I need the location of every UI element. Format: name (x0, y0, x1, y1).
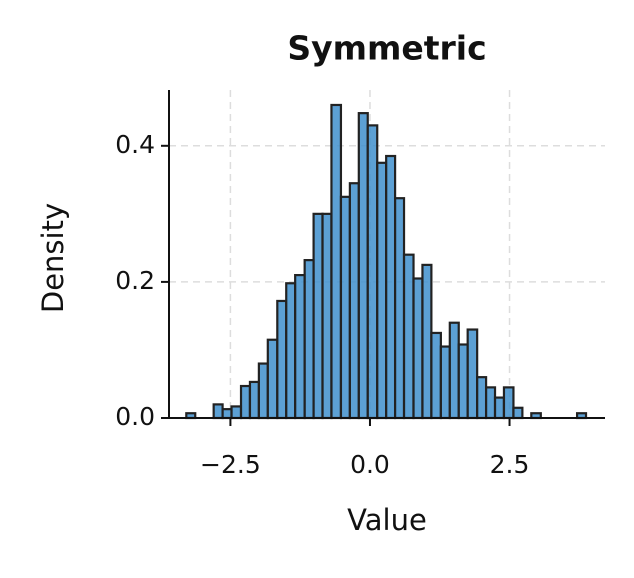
bar (303, 259, 315, 420)
bar (385, 154, 397, 420)
bar (484, 386, 497, 420)
bar (466, 328, 479, 420)
bar (294, 273, 306, 420)
bar (348, 182, 360, 420)
bar (221, 408, 233, 420)
bar (476, 376, 488, 420)
bar (285, 282, 297, 420)
bar (502, 386, 515, 420)
bar (230, 405, 243, 420)
bar (321, 212, 333, 420)
bar (339, 195, 351, 420)
bar (412, 277, 424, 420)
x-tick-label: 0.0 (350, 450, 390, 479)
x-axis-label: Value (347, 503, 427, 537)
bar (366, 124, 379, 420)
bar (512, 406, 524, 420)
bar (457, 343, 469, 420)
x-tick-label: 2.5 (490, 450, 530, 479)
y-tick-label: 0.2 (115, 266, 155, 295)
bar (439, 345, 451, 420)
bar (239, 384, 252, 420)
bar (493, 396, 506, 420)
bar (330, 103, 343, 420)
y-tick-label: 0.4 (115, 130, 155, 159)
y-axis-label: Density (36, 203, 70, 313)
x-tick-label: −2.5 (200, 450, 261, 479)
bar (421, 263, 433, 420)
bar (430, 331, 442, 420)
chart-title: Symmetric (287, 29, 486, 68)
bar (212, 403, 224, 420)
bar (257, 362, 269, 420)
y-tick-label: 0.0 (115, 402, 155, 431)
bar (376, 161, 388, 420)
bar (402, 253, 415, 420)
bar (357, 112, 369, 420)
bar (393, 197, 406, 420)
bar (248, 380, 260, 420)
bar (266, 338, 279, 420)
bar (448, 321, 460, 420)
bar (312, 212, 324, 420)
bar (276, 299, 288, 420)
